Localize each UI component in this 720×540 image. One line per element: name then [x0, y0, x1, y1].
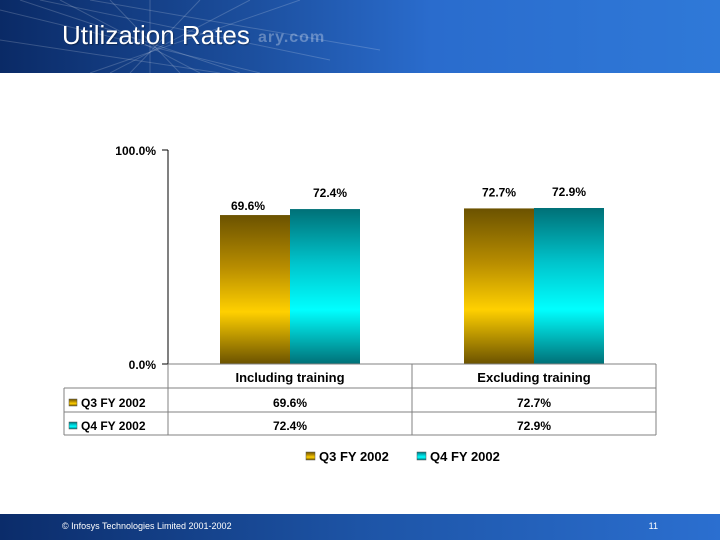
- data-table: [63, 363, 657, 436]
- legend-swatch-q3: [305, 451, 316, 461]
- table-legend-swatch-q4: [68, 421, 78, 430]
- legend-label-q4: Q4 FY 2002: [430, 449, 500, 464]
- utilization-chart: 100.0% 0.0% 69.6% 72.4% 72.7% 72.9% Includi…: [63, 144, 657, 464]
- y-tick-label-bottom: 0.0%: [129, 358, 157, 372]
- category-label-excluding: Excluding training: [477, 370, 590, 385]
- copyright-text: © Infosys Technologies Limited 2001-2002: [62, 521, 232, 531]
- page-number: 11: [648, 521, 658, 531]
- fiber-optic-streaks: [0, 0, 381, 73]
- y-tick-label-top: 100.0%: [115, 144, 156, 158]
- bar-q3-excluding: [464, 208, 534, 364]
- data-label-q3-excluding: 72.7%: [482, 185, 516, 199]
- watermark-text: ary.com: [258, 29, 326, 46]
- data-label-q4-including: 72.4%: [313, 186, 347, 200]
- legend-swatch-q4: [416, 451, 427, 461]
- table-legend-swatch-q3: [68, 398, 78, 407]
- data-label-q4-excluding: 72.9%: [552, 185, 586, 199]
- table-row-label-q3: Q3 FY 2002: [81, 396, 146, 410]
- bar-q3-including: [220, 215, 290, 364]
- table-cell-q3-excluding: 72.7%: [517, 396, 551, 410]
- bar-q4-excluding: [534, 207, 604, 364]
- table-row-label-q4: Q4 FY 2002: [81, 419, 146, 433]
- data-label-q3-including: 69.6%: [231, 199, 265, 213]
- category-label-including: Including training: [235, 370, 344, 385]
- slide-title: Utilization Rates: [62, 20, 250, 50]
- legend-label-q3: Q3 FY 2002: [319, 449, 389, 464]
- slide-header: Utilization Rates ary.com: [0, 0, 720, 73]
- bar-q4-including: [290, 209, 360, 364]
- table-cell-q3-including: 69.6%: [273, 396, 307, 410]
- slide-footer: © Infosys Technologies Limited 2001-2002…: [0, 514, 720, 540]
- bars-group: 69.6% 72.4% 72.7% 72.9%: [220, 185, 604, 364]
- table-cell-q4-excluding: 72.9%: [517, 419, 551, 433]
- table-cell-q4-including: 72.4%: [273, 419, 307, 433]
